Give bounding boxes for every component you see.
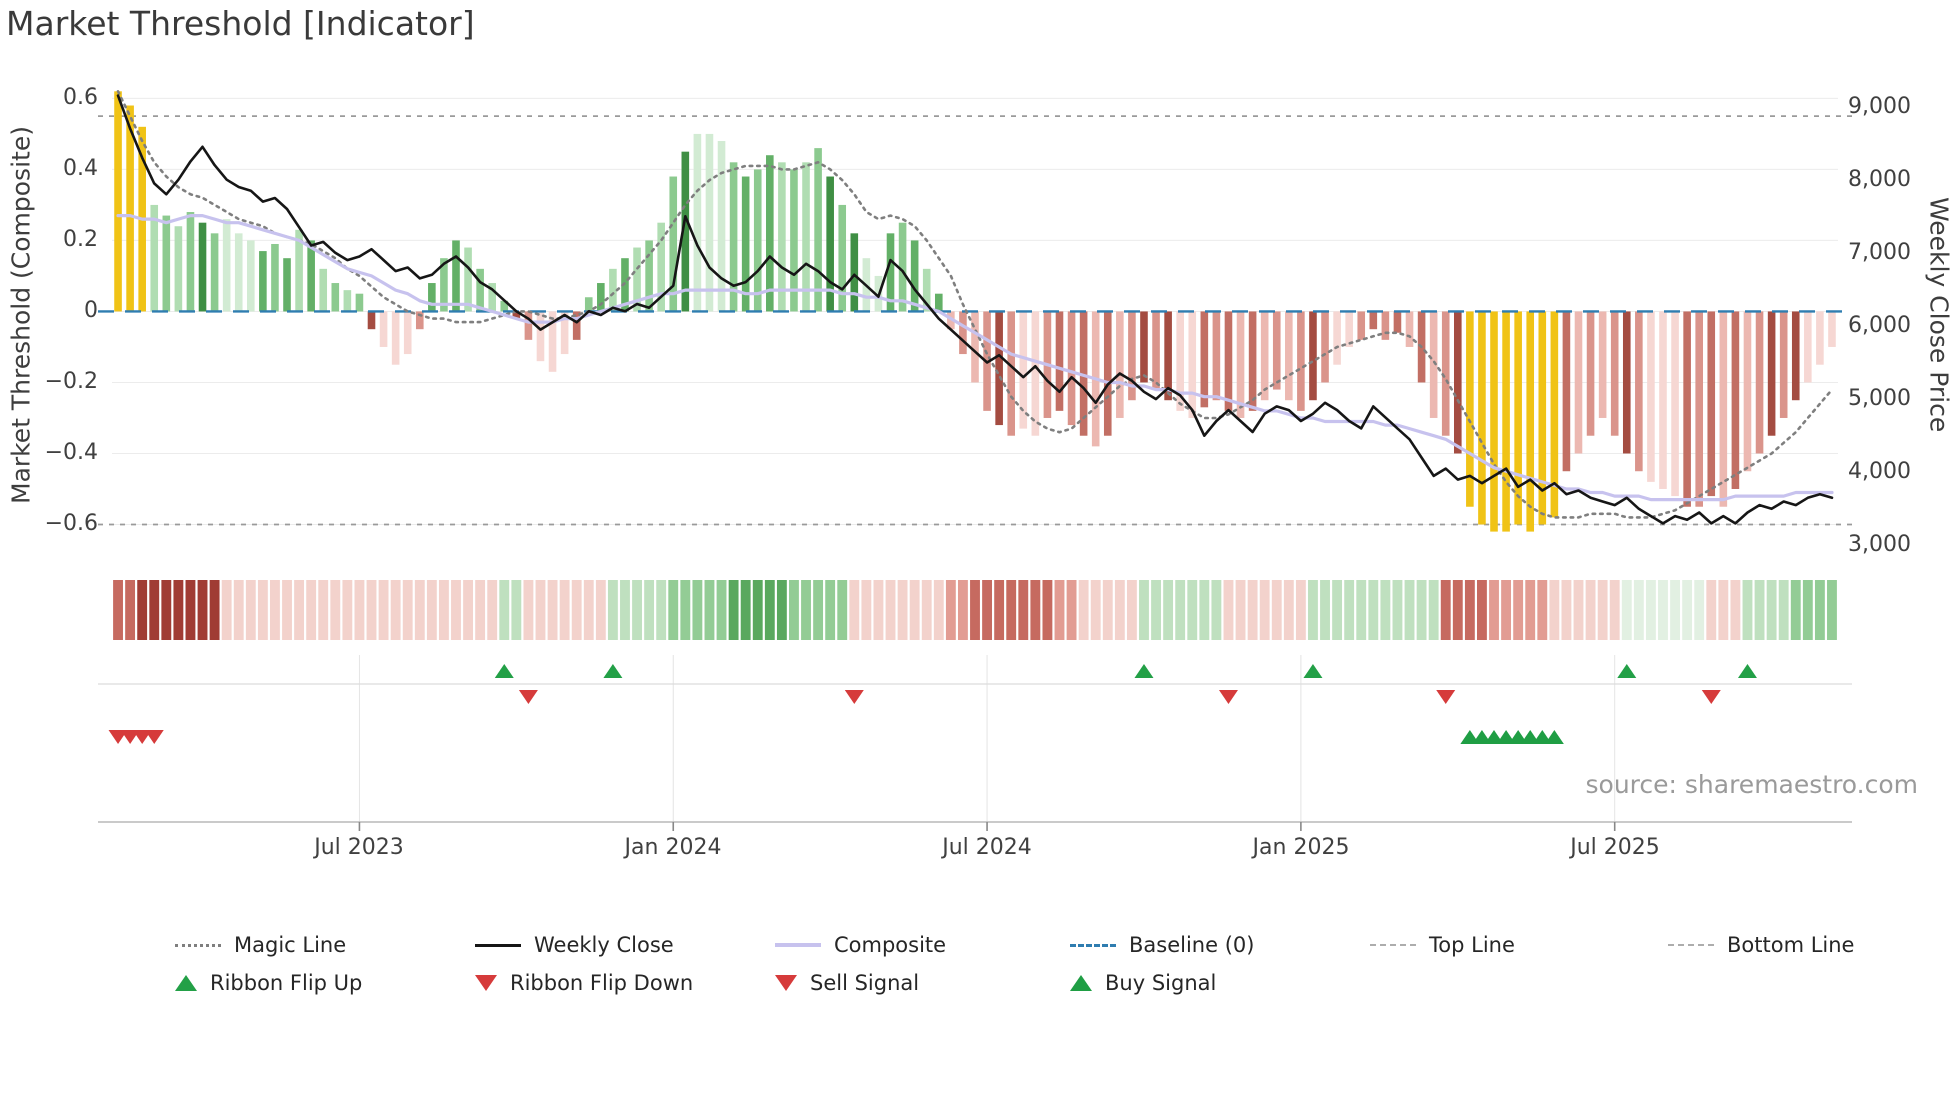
- right-axis-tick-label: 8,000: [1848, 167, 1911, 192]
- right-axis-tick-label: 5,000: [1848, 386, 1911, 411]
- left-axis-tick-label: 0.2: [63, 227, 98, 252]
- right-axis-tick-label: 4,000: [1848, 459, 1911, 484]
- weekly-close-line: [116, 94, 1834, 525]
- ribbon-flip-up-markers: [494, 664, 1757, 678]
- right-axis-tick-label: 9,000: [1848, 94, 1911, 119]
- x-axis-tick-label: Jul 2025: [1570, 835, 1660, 860]
- buy-signal-markers: [1460, 730, 1564, 744]
- right-axis-tick-label: 6,000: [1848, 313, 1911, 338]
- left-axis-tick-label: 0: [84, 298, 98, 323]
- ribbon-flip-down-markers: [518, 690, 1721, 704]
- x-axis-tick-label: Jan 2025: [1252, 835, 1350, 860]
- chart-title: Market Threshold [Indicator]: [6, 4, 475, 43]
- left-axis-tick-label: −0.6: [44, 511, 98, 536]
- left-axis-tick-label: 0.4: [63, 156, 98, 181]
- x-axis-tick-label: Jul 2023: [314, 835, 404, 860]
- ribbon-strip: [113, 580, 1837, 640]
- x-axis: [98, 683, 1852, 831]
- right-axis-tick-label: 7,000: [1848, 240, 1911, 265]
- left-axis-tick-label: −0.2: [44, 369, 98, 394]
- x-axis-tick-label: Jan 2024: [624, 835, 722, 860]
- source-credit: source: sharemaestro.com: [1585, 770, 1919, 799]
- right-axis-title: Weekly Close Price: [1924, 197, 1954, 433]
- x-axis-tick-label: Jul 2024: [942, 835, 1032, 860]
- left-axis-tick-label: −0.4: [44, 440, 98, 465]
- sell-signal-markers: [108, 730, 164, 744]
- gridlines: [112, 97, 1838, 822]
- right-axis-tick-label: 3,000: [1848, 532, 1911, 557]
- composite-line: [116, 214, 1834, 502]
- left-axis-tick-label: 0.6: [63, 85, 98, 110]
